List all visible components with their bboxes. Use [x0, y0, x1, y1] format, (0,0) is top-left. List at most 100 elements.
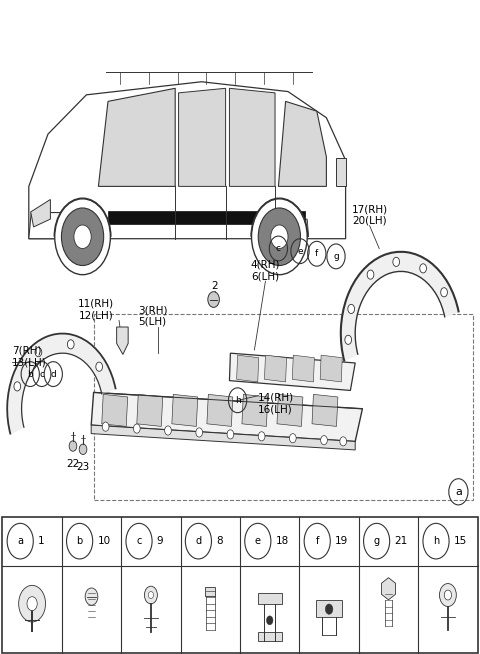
- Bar: [205, 587, 216, 596]
- Polygon shape: [264, 355, 287, 382]
- Polygon shape: [229, 88, 275, 186]
- Circle shape: [258, 208, 300, 266]
- Bar: [258, 632, 282, 642]
- Text: c: c: [136, 536, 142, 546]
- Polygon shape: [320, 355, 342, 382]
- Text: h: h: [433, 536, 439, 546]
- Polygon shape: [102, 394, 128, 426]
- Circle shape: [61, 208, 104, 266]
- Circle shape: [74, 225, 91, 249]
- Text: b: b: [76, 536, 83, 546]
- Circle shape: [252, 199, 307, 275]
- Circle shape: [348, 304, 355, 313]
- Text: 3(RH)
5(LH): 3(RH) 5(LH): [138, 305, 168, 327]
- Text: a: a: [17, 536, 23, 546]
- Polygon shape: [292, 355, 314, 382]
- Bar: [2, 517, 478, 653]
- Circle shape: [133, 424, 140, 433]
- Text: g: g: [373, 536, 380, 546]
- Circle shape: [321, 436, 327, 445]
- Polygon shape: [117, 327, 128, 354]
- Text: g: g: [333, 252, 339, 261]
- Polygon shape: [91, 425, 355, 450]
- Polygon shape: [137, 394, 163, 426]
- Circle shape: [102, 422, 109, 431]
- Text: 15: 15: [454, 536, 467, 546]
- Polygon shape: [207, 394, 233, 426]
- Polygon shape: [278, 101, 326, 186]
- Text: f: f: [315, 536, 319, 546]
- Circle shape: [35, 347, 42, 356]
- Polygon shape: [277, 394, 303, 426]
- Polygon shape: [336, 158, 346, 186]
- Text: 21: 21: [395, 536, 408, 546]
- Text: 18: 18: [276, 536, 289, 546]
- Text: 7(RH)
13(LH): 7(RH) 13(LH): [12, 345, 47, 368]
- Text: c: c: [276, 244, 281, 253]
- Text: 9: 9: [157, 536, 164, 546]
- Circle shape: [208, 292, 219, 307]
- Polygon shape: [108, 211, 305, 224]
- Text: d: d: [195, 536, 202, 546]
- Circle shape: [345, 336, 351, 345]
- Text: e: e: [255, 536, 261, 546]
- Circle shape: [69, 441, 77, 451]
- Polygon shape: [98, 88, 175, 186]
- Text: e: e: [297, 247, 303, 256]
- Circle shape: [393, 257, 399, 266]
- Circle shape: [144, 586, 157, 604]
- Circle shape: [14, 382, 21, 391]
- Circle shape: [325, 604, 333, 614]
- Circle shape: [266, 616, 273, 625]
- Circle shape: [55, 199, 110, 275]
- Polygon shape: [29, 82, 346, 239]
- Circle shape: [27, 596, 37, 611]
- Polygon shape: [7, 334, 116, 434]
- Text: b: b: [27, 370, 33, 379]
- Text: a: a: [455, 487, 462, 497]
- Text: 11(RH)
12(LH): 11(RH) 12(LH): [78, 299, 114, 320]
- Text: c: c: [39, 370, 44, 379]
- Text: h: h: [235, 396, 240, 405]
- Bar: [258, 593, 282, 604]
- Polygon shape: [29, 213, 108, 239]
- Text: 1: 1: [38, 536, 45, 546]
- Text: 14(RH)
16(LH): 14(RH) 16(LH): [258, 392, 294, 414]
- Circle shape: [165, 426, 171, 435]
- Text: d: d: [50, 370, 56, 379]
- Text: f: f: [315, 249, 318, 258]
- Polygon shape: [312, 394, 338, 426]
- Circle shape: [148, 591, 154, 598]
- Text: 8: 8: [216, 536, 223, 546]
- Circle shape: [19, 585, 46, 622]
- Polygon shape: [91, 392, 362, 441]
- Circle shape: [444, 590, 452, 600]
- Circle shape: [79, 444, 87, 455]
- Text: 23: 23: [76, 462, 90, 472]
- Polygon shape: [31, 199, 50, 227]
- Circle shape: [96, 362, 103, 371]
- Circle shape: [289, 434, 296, 443]
- Polygon shape: [172, 394, 198, 426]
- Polygon shape: [242, 394, 268, 426]
- Polygon shape: [179, 88, 226, 186]
- Circle shape: [227, 430, 234, 439]
- Circle shape: [441, 288, 447, 297]
- Bar: [316, 600, 342, 617]
- Polygon shape: [382, 577, 396, 600]
- Circle shape: [67, 340, 74, 349]
- Circle shape: [258, 432, 265, 441]
- Circle shape: [420, 264, 426, 273]
- Circle shape: [271, 225, 288, 249]
- Circle shape: [440, 583, 456, 606]
- Polygon shape: [237, 355, 259, 382]
- Circle shape: [367, 270, 374, 279]
- Text: 10: 10: [97, 536, 110, 546]
- Text: 17(RH)
20(LH): 17(RH) 20(LH): [351, 204, 388, 226]
- Polygon shape: [252, 219, 309, 237]
- Circle shape: [85, 588, 98, 605]
- Text: 19: 19: [335, 536, 348, 546]
- Text: 4(RH)
6(LH): 4(RH) 6(LH): [251, 260, 280, 281]
- Circle shape: [196, 428, 203, 437]
- Polygon shape: [341, 252, 459, 362]
